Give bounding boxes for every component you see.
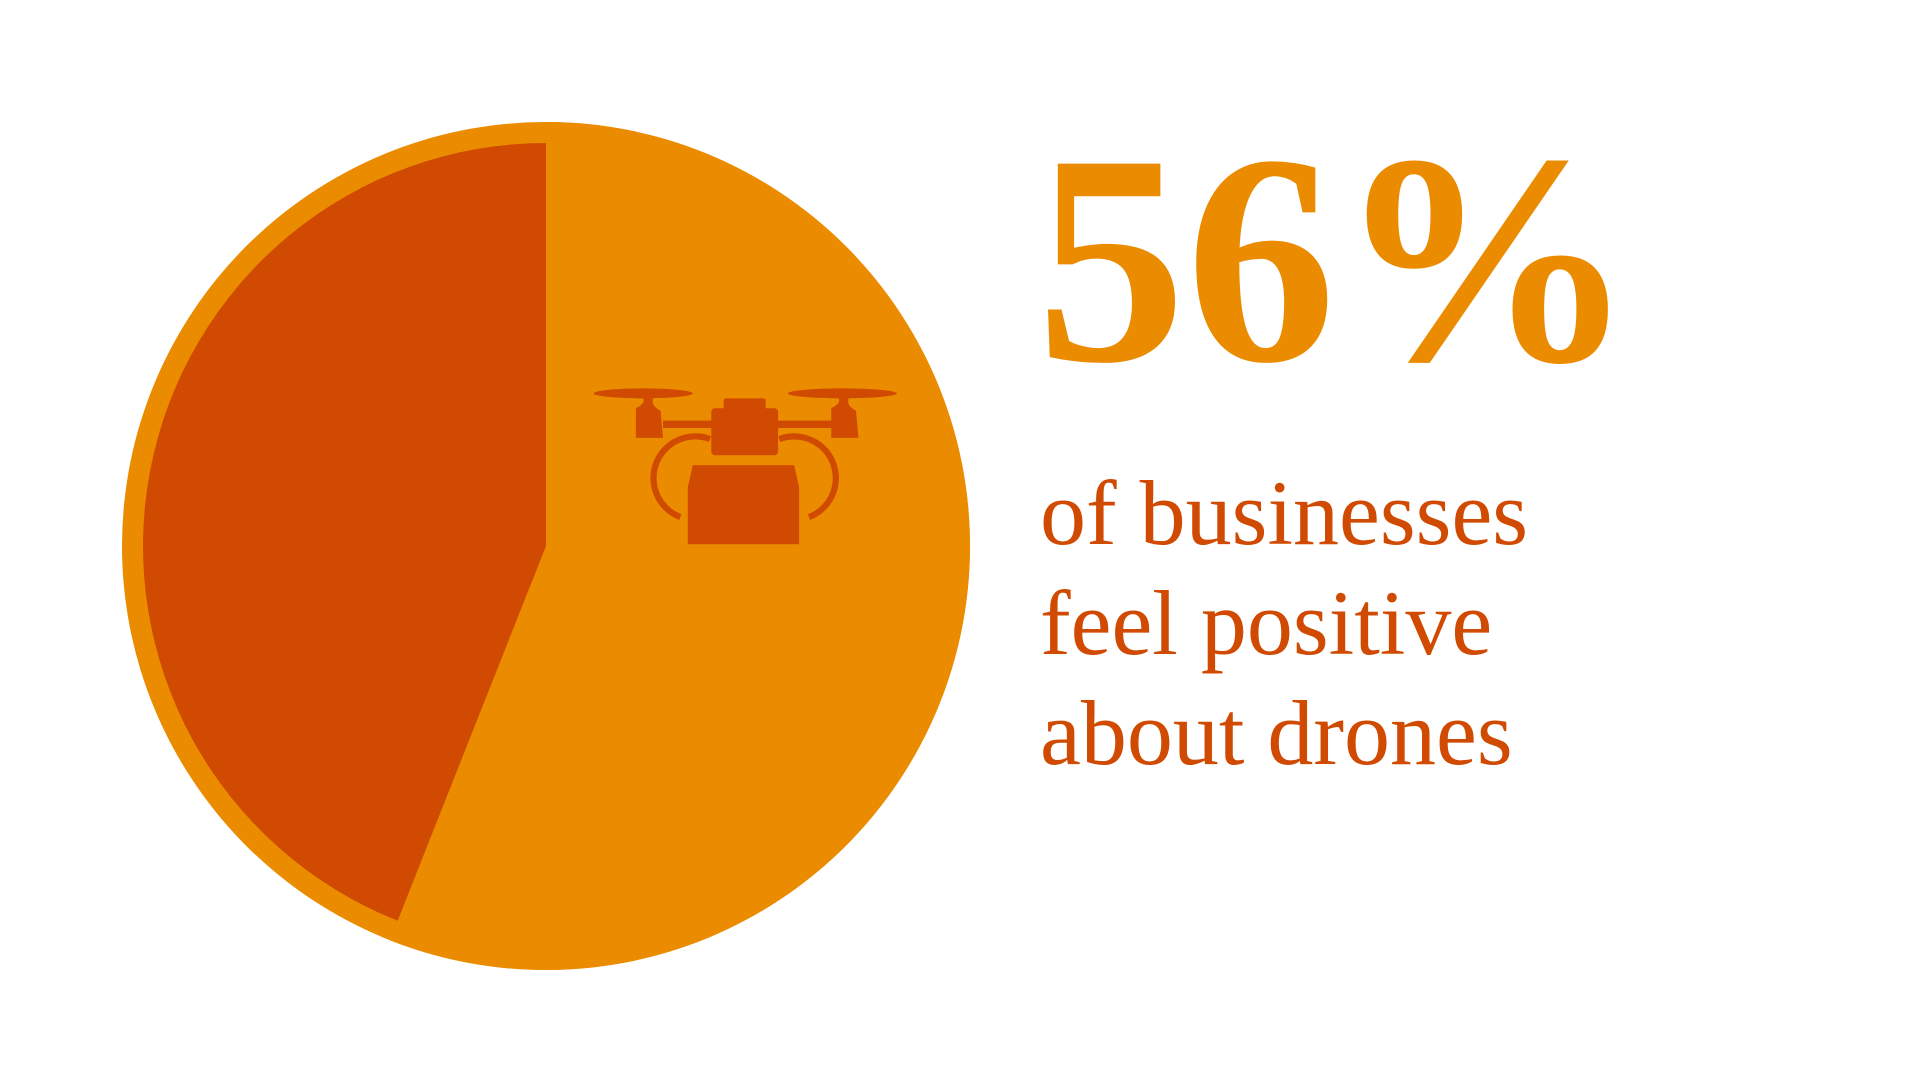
drone-icon [593, 388, 897, 545]
slices [142, 122, 970, 970]
caption-line: of businesses [1040, 462, 1528, 564]
caption-line: about drones [1040, 682, 1513, 784]
pie-slice [389, 122, 970, 970]
value-label: 56% [1036, 93, 1636, 425]
pie-slice [142, 143, 546, 921]
caption-line: feel positive [1040, 572, 1492, 674]
